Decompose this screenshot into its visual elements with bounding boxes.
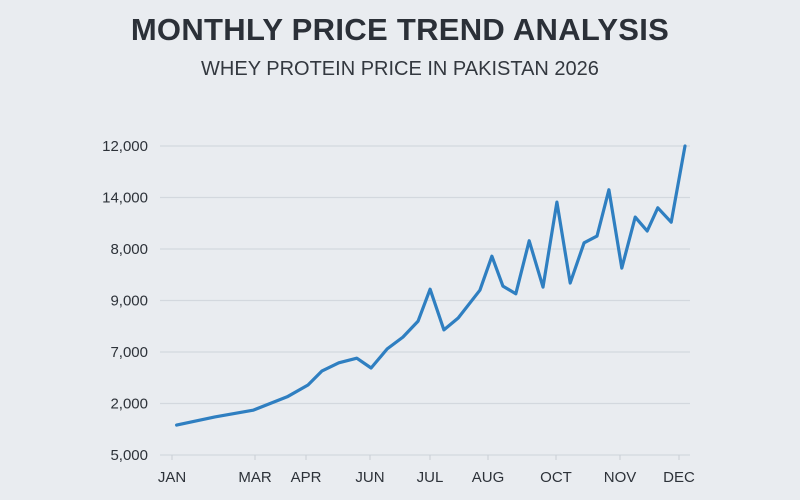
y-tick-label: 7,000	[110, 344, 148, 361]
y-tick-label: 5,000	[110, 447, 148, 464]
x-tick-label: DEC	[663, 469, 695, 486]
x-tick-label: MAR	[238, 469, 272, 486]
x-tick-label: AUG	[472, 469, 505, 486]
price-series-line	[175, 144, 687, 427]
chart-subtitle: WHEY PROTEIN PRICE IN PAKISTAN 2026	[201, 58, 599, 80]
y-tick-label: 2,000	[110, 396, 148, 413]
y-tick-label: 9,000	[110, 293, 148, 310]
x-tick-label: NOV	[604, 469, 637, 486]
y-tick-label: 14,000	[102, 190, 148, 207]
x-tick-label: JAN	[158, 469, 186, 486]
x-tick-label: OCT	[540, 469, 572, 486]
x-tick-label: JUN	[355, 469, 384, 486]
y-tick-label: 12,000	[102, 138, 148, 155]
x-tick-label: APR	[291, 469, 322, 486]
x-tick-label: JUL	[417, 469, 444, 486]
chart-title: MONTHLY PRICE TREND ANALYSIS	[130, 12, 670, 47]
y-tick-label: 8,000	[110, 241, 148, 258]
